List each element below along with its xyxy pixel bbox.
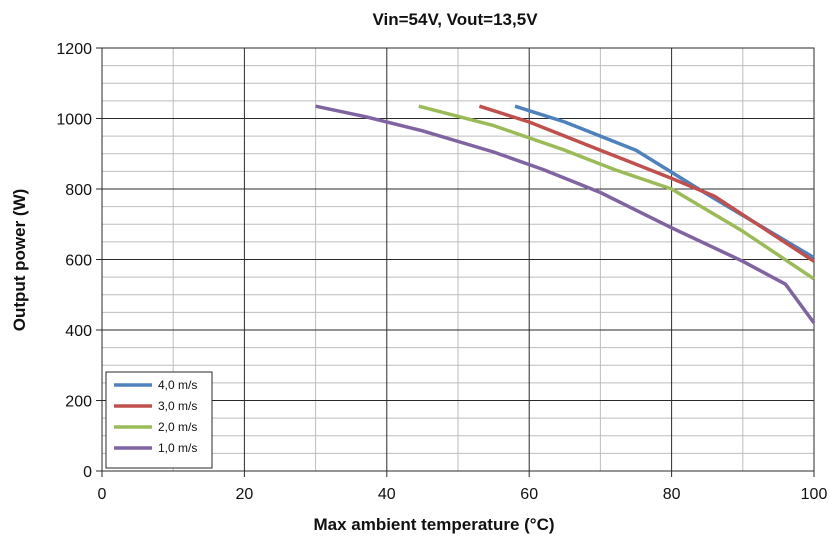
series-line xyxy=(418,104,815,281)
legend-label: 3,0 m/s xyxy=(158,399,197,413)
series-line xyxy=(315,104,816,325)
x-tick-label: 80 xyxy=(663,486,681,503)
y-tick-label: 800 xyxy=(65,182,92,199)
y-tick-label: 200 xyxy=(65,394,92,411)
chart-title: Vin=54V, Vout=13,5V xyxy=(372,10,538,29)
legend-label: 4,0 m/s xyxy=(158,378,197,392)
plot-grid xyxy=(101,47,815,472)
plot-series xyxy=(315,104,816,325)
y-axis-title: Output power (W) xyxy=(10,189,29,332)
x-axis-title: Max ambient temperature (°C) xyxy=(313,515,554,534)
x-tick-label: 0 xyxy=(98,486,107,503)
legend-label: 2,0 m/s xyxy=(158,420,197,434)
legend-label: 1,0 m/s xyxy=(158,441,197,455)
y-tick-label: 600 xyxy=(65,253,92,270)
y-tick-label: 400 xyxy=(65,323,92,340)
series-line xyxy=(478,104,815,263)
series-line xyxy=(514,104,815,260)
y-tick-label: 0 xyxy=(83,464,92,481)
x-tick-label: 20 xyxy=(236,486,254,503)
x-tick-label: 40 xyxy=(378,486,396,503)
legend: 4,0 m/s 3,0 m/s 2,0 m/s 1,0 m/s xyxy=(105,371,213,469)
y-tick-label: 1200 xyxy=(56,41,92,58)
y-tick-label: 1000 xyxy=(56,112,92,129)
legend-box xyxy=(105,371,213,469)
x-tick-label: 60 xyxy=(520,486,538,503)
x-tick-label: 100 xyxy=(801,486,828,503)
